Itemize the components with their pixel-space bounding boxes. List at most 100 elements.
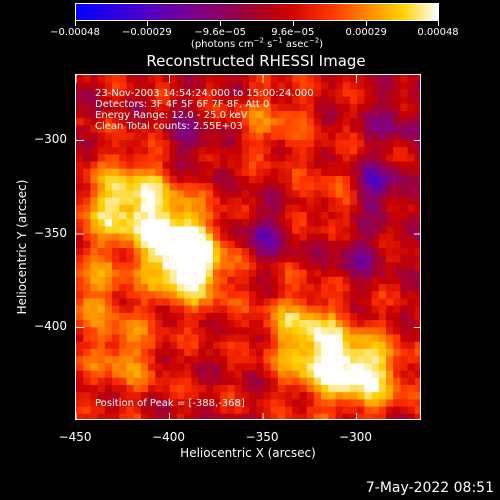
heatmap-cell bbox=[155, 305, 164, 314]
heatmap-cell bbox=[414, 183, 420, 191]
heatmap-cell bbox=[169, 320, 178, 328]
heatmap-cell bbox=[313, 348, 322, 357]
heatmap-cell bbox=[335, 284, 344, 292]
heatmap-cell bbox=[342, 132, 351, 141]
heatmap-cell bbox=[414, 269, 420, 278]
heatmap-cell bbox=[285, 118, 293, 127]
heatmap-cell bbox=[414, 118, 420, 127]
heatmap-cell bbox=[97, 284, 106, 292]
heatmap-cell bbox=[292, 219, 301, 227]
colorbar-tick bbox=[146, 21, 148, 26]
heatmap-cell bbox=[97, 320, 106, 328]
heatmap-cell bbox=[90, 175, 99, 184]
heatmap-cell bbox=[328, 384, 337, 393]
heatmap-cell bbox=[407, 305, 416, 314]
heatmap-cell bbox=[104, 168, 113, 177]
heatmap-cell bbox=[112, 377, 120, 386]
heatmap-cell bbox=[349, 334, 358, 343]
heatmap-cell bbox=[97, 118, 106, 127]
heatmap-cell bbox=[148, 118, 156, 127]
heatmap-cell bbox=[313, 312, 322, 321]
heatmap-cell bbox=[104, 197, 113, 206]
heatmap-cell bbox=[148, 139, 156, 148]
heatmap-cell bbox=[104, 276, 113, 285]
heatmap-cell bbox=[277, 139, 286, 148]
heatmap-cell bbox=[169, 392, 178, 400]
heatmap-cell bbox=[184, 96, 192, 105]
heatmap-cell bbox=[90, 348, 99, 357]
heatmap-cell bbox=[393, 96, 401, 105]
heatmap-cell bbox=[400, 190, 409, 199]
heatmap-cell bbox=[126, 240, 135, 249]
heatmap-cell bbox=[328, 147, 337, 155]
heatmap-cell bbox=[241, 111, 250, 119]
heatmap-cell bbox=[371, 197, 380, 206]
heatmap-cell bbox=[191, 111, 200, 119]
heatmap-cell bbox=[270, 262, 279, 271]
heatmap-cell bbox=[342, 175, 351, 184]
heatmap-cell bbox=[349, 312, 358, 321]
heatmap-cell bbox=[335, 312, 344, 321]
heatmap-cell bbox=[321, 103, 329, 112]
heatmap-cell bbox=[349, 204, 358, 213]
heatmap-cell bbox=[306, 82, 315, 91]
heatmap-cell bbox=[191, 168, 200, 177]
heatmap-cell bbox=[357, 147, 365, 155]
heatmap-cell bbox=[400, 356, 409, 364]
heatmap-cell bbox=[335, 125, 344, 134]
heatmap-cell bbox=[90, 75, 99, 83]
heatmap-cell bbox=[184, 226, 192, 235]
heatmap-cell bbox=[148, 255, 156, 264]
heatmap-cell bbox=[104, 399, 113, 408]
heatmap-cell bbox=[119, 312, 128, 321]
heatmap-cell bbox=[277, 82, 286, 91]
heatmap-cell bbox=[184, 334, 192, 343]
heatmap-cell bbox=[393, 168, 401, 177]
heatmap-cell bbox=[349, 154, 358, 163]
heatmap-cell bbox=[378, 255, 387, 264]
heatmap-cell bbox=[407, 363, 416, 372]
heatmap-cell bbox=[407, 125, 416, 134]
heatmap-cell bbox=[328, 399, 337, 408]
heatmap-cell bbox=[220, 298, 228, 307]
heatmap-cell bbox=[83, 291, 92, 300]
heatmap-cell bbox=[270, 197, 279, 206]
heatmap-cell bbox=[378, 276, 387, 285]
heatmap-cell bbox=[220, 118, 228, 127]
heatmap-cell bbox=[393, 197, 401, 206]
heatmap-cell bbox=[112, 175, 120, 184]
heatmap-cell bbox=[191, 175, 200, 184]
heatmap-cell bbox=[249, 341, 257, 350]
heatmap-cell bbox=[126, 363, 135, 372]
heatmap-cell bbox=[414, 211, 420, 220]
heatmap-cell bbox=[119, 262, 128, 271]
heatmap-cell bbox=[212, 183, 221, 191]
heatmap-cell bbox=[97, 161, 106, 170]
heatmap-cell bbox=[97, 96, 106, 105]
heatmap-cell bbox=[371, 413, 380, 419]
heatmap-cell bbox=[349, 392, 358, 400]
heatmap-cell bbox=[227, 320, 236, 328]
heatmap-cell bbox=[234, 75, 243, 83]
heatmap-cell bbox=[112, 132, 120, 141]
heatmap-cell bbox=[306, 111, 315, 119]
heatmap-cell bbox=[385, 312, 394, 321]
heatmap-cell bbox=[148, 399, 156, 408]
heatmap-cell bbox=[140, 298, 149, 307]
heatmap-cell bbox=[155, 204, 164, 213]
heatmap-cell bbox=[176, 399, 185, 408]
heatmap-cell bbox=[364, 269, 373, 278]
heatmap-cell bbox=[400, 96, 409, 105]
heatmap-cell bbox=[83, 320, 92, 328]
heatmap-cell bbox=[407, 132, 416, 141]
heatmap-cell bbox=[400, 154, 409, 163]
heatmap-cell bbox=[299, 111, 308, 119]
heatmap-cell bbox=[227, 118, 236, 127]
heatmap-cell bbox=[83, 75, 92, 83]
heatmap-cell bbox=[155, 111, 164, 119]
heatmap-cell bbox=[119, 348, 128, 357]
heatmap-cell bbox=[292, 82, 301, 91]
heatmap-cell bbox=[263, 284, 272, 292]
heatmap-cell bbox=[83, 175, 92, 184]
heatmap-cell bbox=[407, 96, 416, 105]
